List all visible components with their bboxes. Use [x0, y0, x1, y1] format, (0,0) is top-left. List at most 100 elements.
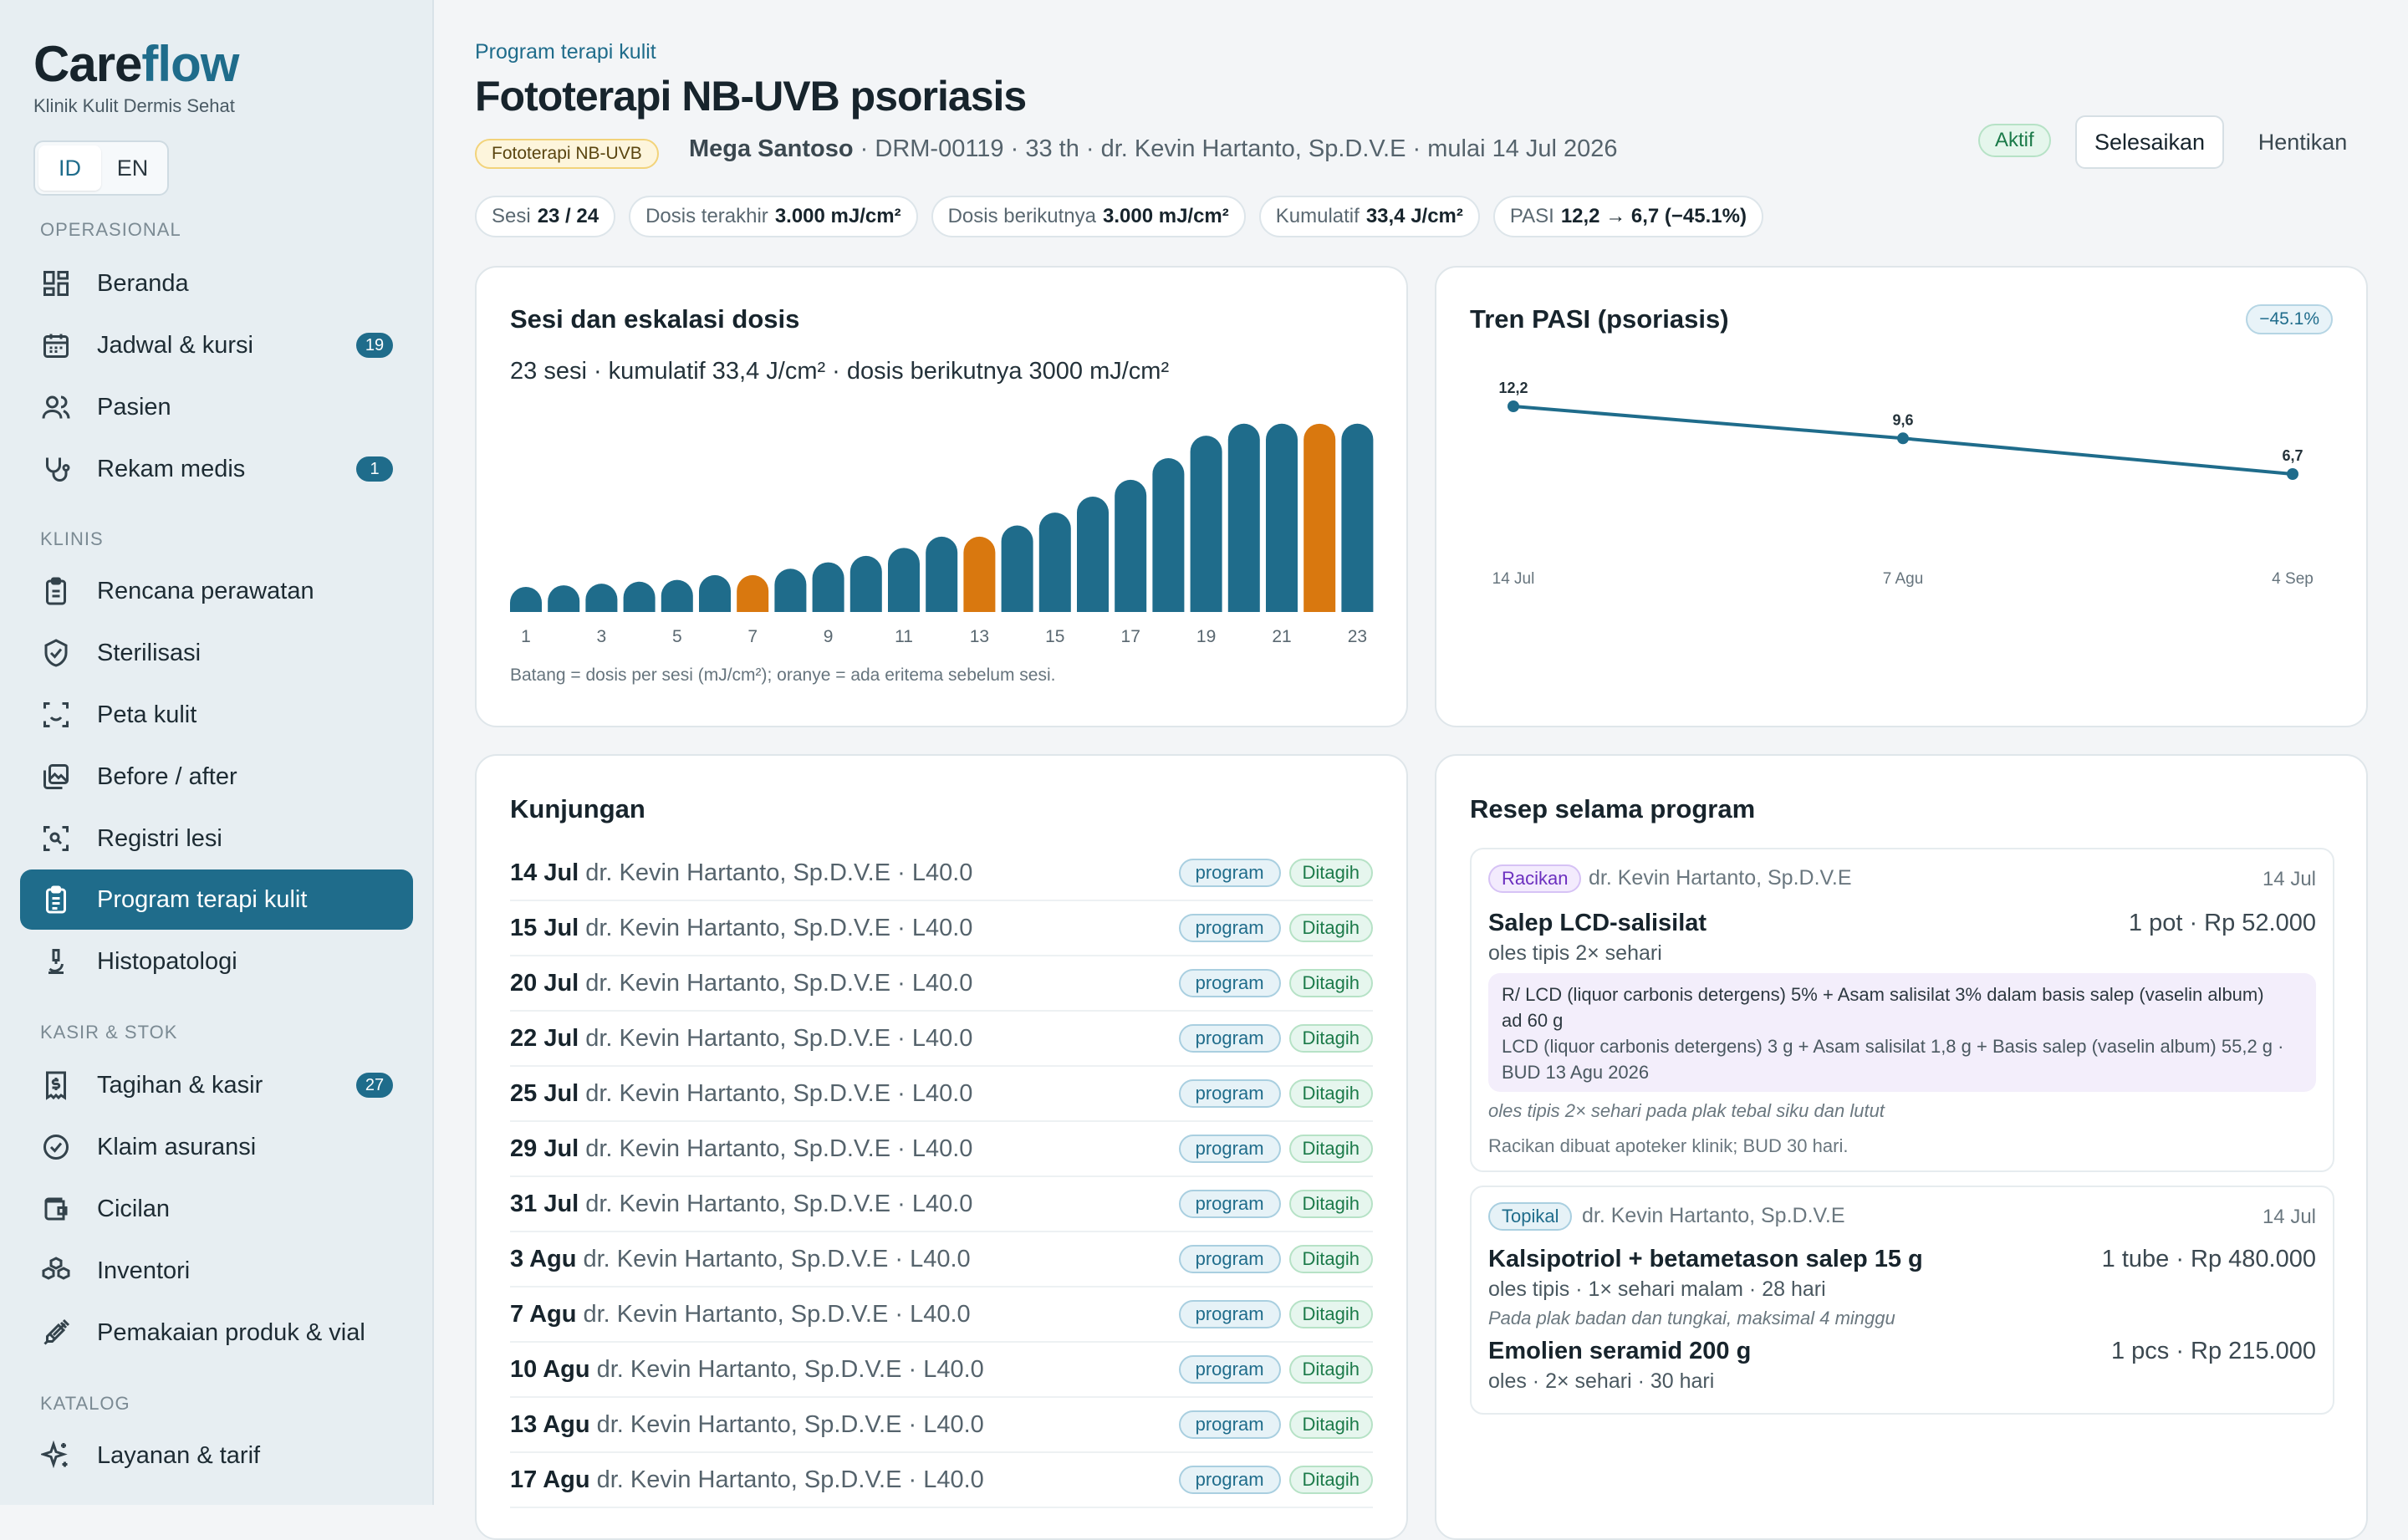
visit-date: 10 Agu — [510, 1355, 590, 1383]
x-tick-label: 23 — [1348, 627, 1367, 646]
sidebar-item-label: Registri lesi — [97, 824, 222, 852]
lang-en-button[interactable]: EN — [116, 155, 149, 181]
sidebar-item-layanan-tarif[interactable]: Layanan & tarif — [20, 1425, 413, 1486]
visit-detail: dr. Kevin Hartanto, Sp.D.V.E · L40.0 — [596, 1466, 984, 1493]
x-tick-label: 4 Sep — [2272, 570, 2314, 588]
dose-bar-chart: 1 3 5 7 9 11 13 15 17 19 21 23 — [510, 423, 1374, 646]
stop-button[interactable]: Hentikan — [2258, 129, 2348, 155]
sidebar-item-before-after[interactable]: Before / after — [20, 747, 413, 807]
count-badge: 19 — [356, 333, 393, 358]
visits-card: Kunjungan 14 Jul dr. Kevin Hartanto, Sp.D… — [475, 754, 1408, 1540]
clipboard-list-icon — [40, 884, 72, 915]
visit-row[interactable]: 7 Agu dr. Kevin Hartanto, Sp.D.V.E · L40.… — [510, 1288, 1373, 1343]
brand-logo[interactable]: Careflow — [33, 35, 239, 93]
visit-status-badge: Ditagih — [1288, 1466, 1373, 1494]
visit-pills: program Ditagih — [1178, 1190, 1373, 1218]
sidebar-item-label: Tagihan & kasir — [97, 1071, 263, 1099]
sidebar-item-jadwal[interactable]: Jadwal & kursi 19 — [20, 315, 413, 375]
clipboard-icon — [40, 575, 72, 607]
dose-bar — [849, 555, 882, 612]
stat-label: Dosis berikutnya — [947, 205, 1096, 227]
visit-status-badge: Ditagih — [1288, 1410, 1373, 1439]
visit-type-badge: program — [1178, 1245, 1281, 1273]
sidebar-item-rencana-perawatan[interactable]: Rencana perawatan — [20, 561, 413, 621]
x-tick-label: 3 — [597, 627, 607, 646]
visit-row[interactable]: 20 Jul dr. Kevin Hartanto, Sp.D.V.E · L40… — [510, 956, 1373, 1012]
sidebar-item-program-terapi-kulit[interactable]: Program terapi kulit — [20, 869, 413, 930]
sidebar-item-peta-kulit[interactable]: Peta kulit — [20, 685, 413, 745]
x-tick-label: 21 — [1272, 627, 1291, 646]
sidebar-item-pasien[interactable]: Pasien — [20, 377, 413, 437]
sidebar-item-cicilan[interactable]: Cicilan — [20, 1179, 413, 1239]
rx-racikan[interactable]: Racikan dr. Kevin Hartanto, Sp.D.V.E 14 … — [1470, 848, 2334, 1172]
visit-date: 7 Agu — [510, 1300, 577, 1328]
brand-accent: flow — [141, 36, 239, 92]
rx-item-name: Salep LCD-salisilat — [1488, 910, 1707, 936]
stethoscope-icon — [40, 453, 72, 485]
visit-pills: program Ditagih — [1178, 914, 1373, 942]
pasi-chart-card: Tren PASI (psoriasis) −45.1% 12,2 14 Jul 9… — [1435, 266, 2368, 727]
sidebar-item-pemakaian-produk[interactable]: Pemakaian produk & vial — [20, 1303, 413, 1363]
visit-detail: dr. Kevin Hartanto, Sp.D.V.E · L40.0 — [585, 1190, 973, 1217]
stat-label: Sesi — [492, 205, 531, 227]
rx-topikal[interactable]: Topikal dr. Kevin Hartanto, Sp.D.V.E 14 … — [1470, 1186, 2334, 1415]
sidebar-item-beranda[interactable]: Beranda — [20, 253, 413, 314]
stat-value: 12,2 → 6,7 (−45.1%) — [1560, 205, 1747, 227]
visit-row[interactable]: 15 Jul dr. Kevin Hartanto, Sp.D.V.E · L40… — [510, 901, 1373, 956]
card-title: Kunjungan — [510, 794, 645, 824]
visit-detail: dr. Kevin Hartanto, Sp.D.V.E · L40.0 — [596, 1355, 984, 1383]
breadcrumb[interactable]: Program terapi kulit — [475, 40, 656, 64]
dose-summary: 23 sesi · kumulatif 33,4 J/cm² · dosis b… — [510, 358, 1170, 385]
visit-type-badge: program — [1178, 1466, 1281, 1494]
stat-label: PASI — [1509, 205, 1554, 227]
visit-detail: dr. Kevin Hartanto, Sp.D.V.E · L40.0 — [596, 1410, 984, 1438]
pasi-point — [1508, 400, 1519, 412]
dose-bar — [1077, 497, 1109, 612]
visit-detail: dr. Kevin Hartanto, Sp.D.V.E · L40.0 — [585, 859, 973, 886]
stat-label: Kumulatif — [1275, 205, 1360, 227]
dose-bar — [1190, 436, 1222, 612]
sidebar-item-label: Inventori — [97, 1257, 191, 1284]
rx-item-sig: oles tipis 2× sehari — [1488, 941, 1662, 965]
visit-row[interactable]: 10 Agu dr. Kevin Hartanto, Sp.D.V.E · L40… — [510, 1343, 1373, 1398]
visit-row[interactable]: 14 Jul dr. Kevin Hartanto, Sp.D.V.E · L40… — [510, 846, 1373, 901]
visit-row[interactable]: 31 Jul dr. Kevin Hartanto, Sp.D.V.E · L40… — [510, 1177, 1373, 1232]
x-tick-label: 13 — [970, 627, 989, 646]
visit-date: 29 Jul — [510, 1135, 579, 1162]
dose-bar — [1303, 423, 1336, 612]
visit-type-badge: program — [1178, 1135, 1281, 1163]
stat-value: 3.000 mJ/cm² — [774, 205, 901, 227]
dose-bar — [737, 574, 769, 612]
sidebar-item-klaim-asuransi[interactable]: Klaim asuransi — [20, 1117, 413, 1177]
visit-row[interactable]: 29 Jul dr. Kevin Hartanto, Sp.D.V.E · L40… — [510, 1122, 1373, 1177]
visit-row[interactable]: 25 Jul dr. Kevin Hartanto, Sp.D.V.E · L40… — [510, 1067, 1373, 1122]
finish-button[interactable]: Selesaikan — [2075, 115, 2224, 169]
card-title: Tren PASI (psoriasis) — [1470, 304, 1729, 334]
visit-pills: program Ditagih — [1178, 1355, 1373, 1384]
sidebar-item-label: Sterilisasi — [97, 639, 202, 666]
scan-face-icon — [40, 699, 72, 731]
dose-bar — [1115, 479, 1147, 612]
sidebar-item-histopatologi[interactable]: Histopatologi — [20, 931, 413, 992]
sidebar-item-registri-lesi[interactable]: Registri lesi — [20, 808, 413, 869]
sidebar-item-inventori[interactable]: Inventori — [20, 1241, 413, 1301]
patient-name[interactable]: Mega Santoso — [689, 135, 854, 162]
lang-id-button[interactable]: ID — [38, 145, 101, 191]
shield-icon — [40, 637, 72, 669]
pasi-point — [2287, 468, 2298, 480]
visit-pills: program Ditagih — [1178, 1245, 1373, 1273]
visit-row[interactable]: 3 Agu dr. Kevin Hartanto, Sp.D.V.E · L40.… — [510, 1232, 1373, 1288]
sidebar-item-sterilisasi[interactable]: Sterilisasi — [20, 623, 413, 683]
dose-bar — [548, 585, 580, 612]
section-kasir-stok: KASIR & STOK — [40, 1022, 178, 1043]
pasi-value-label: 12,2 — [1498, 380, 1528, 396]
pasi-point — [1897, 432, 1909, 445]
visit-type-badge: program — [1178, 1300, 1281, 1328]
sidebar-item-tagihan-kasir[interactable]: Tagihan & kasir 27 — [20, 1055, 413, 1115]
visit-row[interactable]: 22 Jul dr. Kevin Hartanto, Sp.D.V.E · L40… — [510, 1012, 1373, 1067]
visit-status-badge: Ditagih — [1288, 1245, 1373, 1273]
section-operasional: OPERASIONAL — [40, 219, 181, 240]
visit-row[interactable]: 13 Agu dr. Kevin Hartanto, Sp.D.V.E · L40… — [510, 1398, 1373, 1453]
visit-row[interactable]: 17 Agu dr. Kevin Hartanto, Sp.D.V.E · L40… — [510, 1453, 1373, 1508]
sidebar-item-rekam-medis[interactable]: Rekam medis 1 — [20, 439, 413, 499]
